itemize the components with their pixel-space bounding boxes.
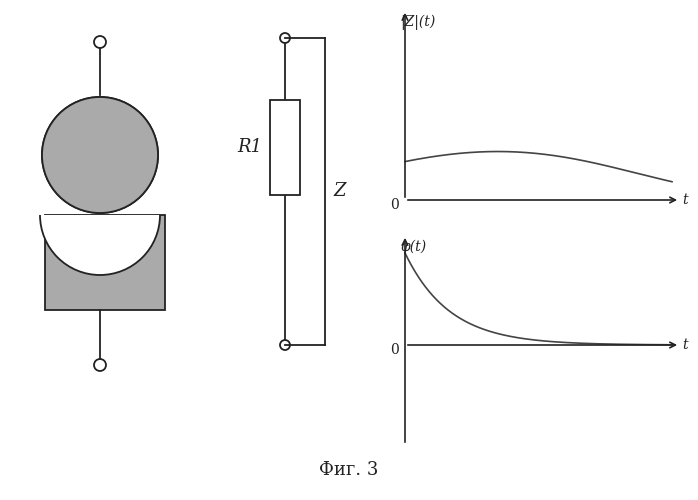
Bar bbox=[270, 100, 300, 195]
Circle shape bbox=[42, 97, 158, 213]
Text: t: t bbox=[682, 338, 688, 352]
Circle shape bbox=[42, 97, 158, 213]
Text: Фиг. 3: Фиг. 3 bbox=[319, 461, 379, 479]
Bar bbox=[45, 215, 165, 310]
Wedge shape bbox=[40, 215, 160, 275]
Text: Z: Z bbox=[333, 182, 346, 200]
Text: t: t bbox=[682, 193, 688, 207]
Text: 0: 0 bbox=[390, 198, 399, 212]
Text: R1: R1 bbox=[237, 138, 262, 156]
Text: φ(t): φ(t) bbox=[400, 240, 426, 254]
Text: |Z|(t): |Z|(t) bbox=[400, 15, 436, 30]
Text: 0: 0 bbox=[390, 343, 399, 357]
